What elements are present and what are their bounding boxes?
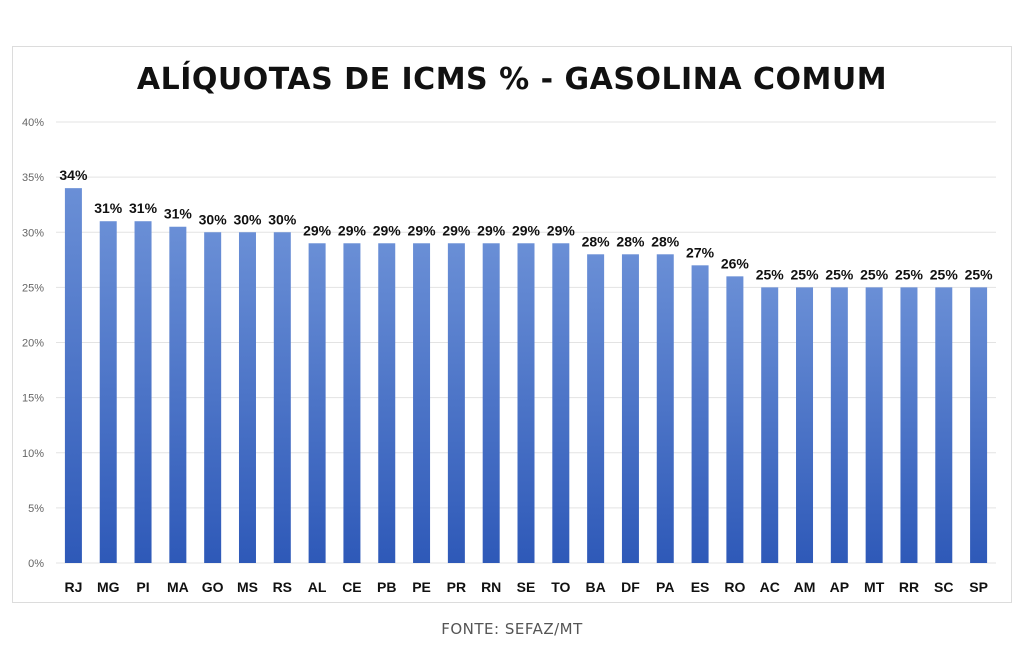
bar-ce	[343, 243, 361, 563]
data-label: 25%	[965, 266, 994, 282]
bar-pr	[447, 243, 465, 563]
category-label: MT	[864, 579, 885, 595]
bar-ms	[238, 232, 256, 563]
source-note: FONTE: SEFAZ/MT	[441, 620, 583, 638]
data-label: 29%	[477, 222, 506, 238]
data-label: 29%	[547, 222, 576, 238]
data-label: 25%	[825, 266, 854, 282]
data-label: 28%	[651, 233, 680, 249]
category-label: RJ	[64, 579, 82, 595]
bar-ma	[169, 226, 187, 564]
bar-ro	[726, 276, 744, 563]
y-tick-label: 20%	[22, 338, 44, 350]
category-label: AP	[830, 579, 849, 595]
category-label: ES	[691, 579, 710, 595]
data-label: 31%	[129, 200, 158, 216]
data-labels: 34% 31% 31% 31% 30% 30% 30% 29% 29% 29% 29% 29% 29% 2…	[59, 167, 993, 282]
bar-al	[308, 243, 326, 563]
data-label: 29%	[442, 222, 471, 238]
bar-df	[621, 254, 639, 564]
bar-rn	[482, 243, 500, 563]
data-label: 31%	[94, 200, 123, 216]
bars	[64, 188, 988, 564]
bar-rj	[64, 188, 82, 563]
data-label: 25%	[756, 266, 785, 282]
bar-to	[552, 243, 570, 563]
data-label: 30%	[199, 211, 228, 227]
bar-sc	[935, 287, 953, 563]
data-label: 34%	[59, 167, 88, 183]
data-label: 30%	[268, 211, 297, 227]
data-label: 29%	[512, 222, 541, 238]
category-label: PI	[136, 579, 149, 595]
data-label: 29%	[338, 222, 367, 238]
category-label: MA	[167, 579, 189, 595]
bar-sp	[970, 287, 988, 563]
category-label: RR	[899, 579, 919, 595]
category-label: PA	[656, 579, 674, 595]
data-label: 27%	[686, 244, 715, 260]
data-label: 29%	[408, 222, 437, 238]
data-label: 25%	[860, 266, 889, 282]
chart-title: ALÍQUOTAS DE ICMS % - GASOLINA COMUM	[136, 62, 888, 97]
data-label: 25%	[791, 266, 820, 282]
category-label: SP	[969, 579, 988, 595]
category-label: PE	[412, 579, 431, 595]
category-label: MS	[237, 579, 258, 595]
bar-am	[796, 287, 814, 563]
category-label: AM	[794, 579, 816, 595]
bar-es	[691, 265, 709, 563]
bar-rr	[900, 287, 918, 563]
category-label: RS	[273, 579, 292, 595]
y-tick-label: 5%	[28, 503, 44, 515]
category-label: SC	[934, 579, 953, 595]
data-label: 30%	[233, 211, 262, 227]
y-tick-label: 40%	[22, 117, 44, 129]
y-tick-label: 30%	[22, 227, 44, 239]
bar-mt	[865, 287, 883, 563]
y-tick-label: 0%	[28, 558, 44, 570]
category-label: GO	[202, 579, 224, 595]
data-label: 26%	[721, 255, 750, 271]
category-label: DF	[621, 579, 640, 595]
y-tick-label: 35%	[22, 172, 44, 184]
category-label: CE	[342, 579, 361, 595]
bar-pe	[413, 243, 431, 563]
category-label: BA	[586, 579, 606, 595]
category-label: AC	[760, 579, 780, 595]
data-label: 29%	[373, 222, 402, 238]
data-label: 31%	[164, 206, 193, 222]
data-label: 29%	[303, 222, 332, 238]
data-label: 25%	[895, 266, 924, 282]
bar-ac	[761, 287, 779, 563]
bar-pb	[378, 243, 396, 563]
bar-rs	[273, 232, 291, 563]
category-label: TO	[551, 579, 570, 595]
category-label: RN	[481, 579, 501, 595]
category-label: SE	[517, 579, 536, 595]
category-label: RO	[724, 579, 745, 595]
bar-ba	[587, 254, 605, 564]
data-label: 28%	[616, 233, 645, 249]
y-tick-label: 25%	[22, 282, 44, 294]
bar-se	[517, 243, 535, 563]
bar-mg	[99, 221, 117, 563]
bar-pi	[134, 221, 152, 563]
y-axis-tick-labels: 0% 5% 10% 15% 20% 25% 30% 35% 40%	[22, 117, 44, 570]
category-label: PR	[447, 579, 466, 595]
bar-go	[204, 232, 222, 563]
data-label: 28%	[582, 233, 611, 249]
data-label: 25%	[930, 266, 959, 282]
bar-pa	[656, 254, 674, 564]
category-label: MG	[97, 579, 120, 595]
x-axis-category-labels: RJ MG PI MA GO MS RS AL CE PB PE PR RN SE TO BA DF PA ES RO…	[64, 579, 987, 595]
category-label: AL	[308, 579, 327, 595]
category-label: PB	[377, 579, 396, 595]
bar-ap	[830, 287, 848, 563]
y-tick-label: 10%	[22, 448, 44, 460]
y-tick-label: 15%	[22, 393, 44, 405]
